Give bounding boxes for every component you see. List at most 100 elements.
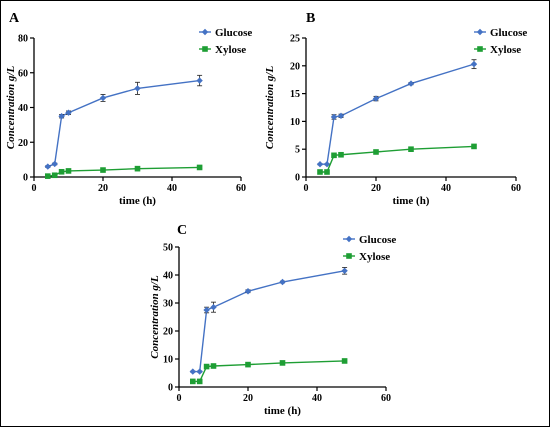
data-point-glucose [51, 160, 58, 168]
panel-label: A [9, 11, 20, 26]
x-tick-label: 20 [371, 183, 381, 194]
data-point-xylose [471, 143, 477, 150]
data-point-glucose [65, 109, 72, 116]
data-point-glucose [372, 95, 380, 102]
y-tick-label: 80 [18, 34, 28, 45]
data-point-glucose [330, 113, 338, 121]
data-point-xylose [51, 172, 58, 179]
data-point-glucose [44, 163, 51, 170]
data-point-xylose [196, 378, 203, 385]
legend-label-glucose: Glucose [215, 27, 252, 39]
data-point-glucose [244, 288, 252, 295]
y-tick-label: 0 [168, 383, 173, 394]
data-point-glucose [337, 112, 345, 120]
data-point-glucose [470, 60, 478, 68]
y-axis-title: Concentration g/L [149, 275, 161, 359]
legend-marker-glucose [201, 28, 209, 36]
legend-label-glucose: Glucose [359, 234, 396, 246]
data-point-xylose [317, 169, 323, 175]
data-point-xylose [190, 378, 196, 385]
y-tick-label: 0 [295, 173, 300, 184]
series-line-glucose [192, 270, 345, 373]
y-tick-label: 30 [163, 299, 173, 310]
legend-marker-xylose [477, 46, 483, 52]
x-tick-label: 60 [511, 183, 521, 194]
data-point-glucose [196, 368, 203, 375]
data-point-xylose [408, 146, 414, 152]
x-tick-label: 60 [381, 393, 391, 404]
data-point-glucose [341, 267, 348, 274]
legend-marker-xylose [202, 46, 208, 52]
data-point-glucose [323, 161, 331, 168]
data-point-xylose [210, 363, 217, 369]
data-point-xylose [324, 169, 330, 175]
series-glucose [44, 74, 203, 170]
data-point-glucose [279, 278, 286, 286]
x-tick-label: 20 [98, 183, 108, 194]
chart-panel-a: A 0 20 40 60 0 20 40 60 80 time (h) Concentration g… [5, 11, 252, 207]
y-tick-label: 0 [23, 173, 28, 184]
x-axis-title: time (h) [393, 195, 430, 207]
data-point-xylose [341, 358, 348, 364]
data-point-glucose [134, 85, 141, 92]
x-tick-label: 0 [177, 393, 182, 404]
data-point-glucose [316, 161, 324, 168]
data-point-glucose [189, 368, 196, 375]
series-glucose [316, 59, 478, 168]
x-tick-label: 40 [441, 183, 451, 194]
chart-panel-c: C 0 20 40 60 0 10 20 30 40 50 time (h) Concentration… [149, 223, 396, 417]
x-tick-label: 40 [312, 393, 322, 404]
data-point-xylose [331, 152, 337, 159]
y-tick-label: 10 [163, 355, 173, 366]
x-tick-label: 0 [304, 183, 309, 194]
y-axis-title: Concentration g/L [264, 66, 276, 150]
series-line-glucose [47, 79, 200, 168]
y-tick-label: 50 [163, 243, 173, 254]
y-tick-label: 60 [18, 68, 28, 79]
x-tick-label: 20 [243, 393, 253, 404]
y-tick-label: 20 [18, 138, 28, 149]
data-point-glucose [196, 77, 203, 84]
legend-label-xylose: Xylose [215, 44, 246, 56]
data-point-xylose [58, 168, 65, 175]
y-tick-label: 10 [290, 117, 300, 128]
data-point-xylose [245, 361, 251, 368]
data-point-xylose [203, 363, 210, 370]
data-point-glucose [203, 306, 210, 314]
legend-marker-glucose [345, 235, 353, 243]
data-point-xylose [338, 151, 344, 158]
data-point-glucose [58, 112, 65, 120]
series-xylose [45, 164, 203, 179]
data-point-xylose [100, 167, 106, 173]
data-point-xylose [373, 149, 379, 155]
data-point-xylose [65, 168, 72, 174]
y-tick-label: 25 [290, 34, 300, 45]
panel-label: B [306, 11, 315, 26]
panel-label: C [177, 223, 187, 238]
chart-panel-b: B 0 20 40 60 0 5 10 15 20 25 time (h) Concentration … [264, 11, 527, 207]
series-xylose [190, 358, 348, 385]
legend-label-xylose: Xylose [490, 44, 521, 56]
data-point-xylose [279, 360, 286, 366]
y-tick-label: 5 [295, 145, 300, 156]
x-tick-label: 0 [32, 183, 37, 194]
data-point-glucose [210, 304, 217, 311]
data-point-xylose [196, 164, 203, 171]
series-line-xylose [320, 145, 475, 173]
legend-label-glucose: Glucose [490, 27, 527, 39]
y-axis-title: Concentration g/L [5, 66, 17, 150]
legend-label-xylose: Xylose [359, 251, 390, 263]
x-axis-title: time (h) [119, 195, 156, 207]
x-tick-label: 40 [167, 183, 177, 194]
data-point-xylose [134, 165, 141, 172]
y-tick-label: 40 [18, 103, 28, 114]
y-tick-label: 20 [290, 61, 300, 72]
data-point-glucose [407, 80, 415, 87]
data-point-glucose [99, 94, 107, 102]
legend-marker-glucose [476, 28, 484, 36]
y-tick-label: 15 [290, 89, 300, 100]
x-axis-title: time (h) [264, 405, 301, 417]
legend-marker-xylose [346, 253, 352, 259]
